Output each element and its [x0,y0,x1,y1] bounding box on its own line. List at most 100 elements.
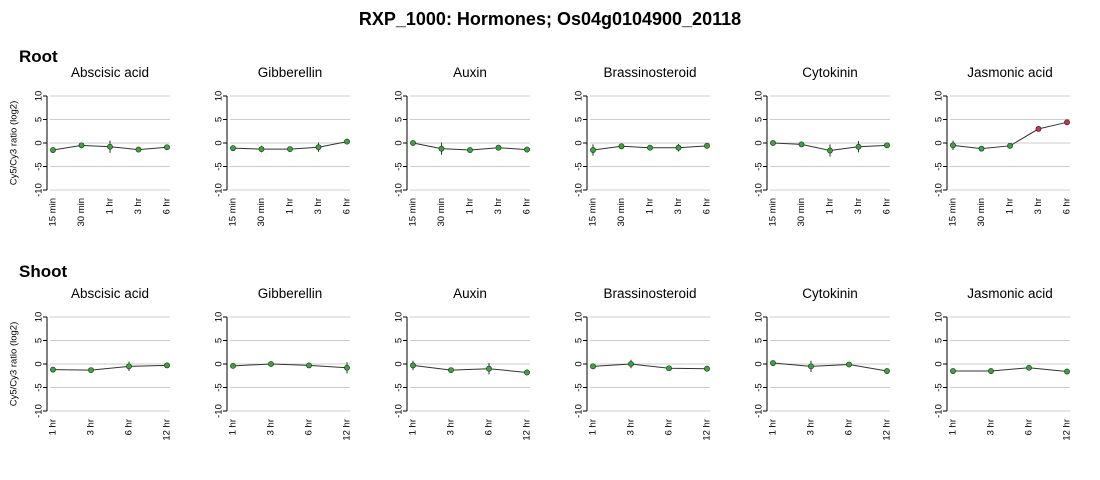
panel-root-2-y-tick-label: 0 [214,140,225,145]
panel-shoot-6-y-tick-label: 5 [934,338,945,343]
panel-root-6-data-point [950,142,956,149]
panel-root-1-data-point [107,143,113,150]
panel-shoot-5-data-point [846,361,852,368]
panel-shoot-3-y-tick-label: -10 [394,404,405,418]
panel-root-1-title: Abscisic acid [71,65,149,80]
panel-root-6-title: Jasmonic acid [967,65,1053,80]
panel-shoot-1-data-point [50,366,56,373]
panel-root-1-y-tick-label: 5 [34,117,45,122]
panel-root-4-y-tick-label: -10 [574,183,585,197]
panel-root-5-y-tick-label: 10 [754,91,765,102]
panel-root-5-x-tick-label: 15 min [768,198,779,227]
panel-root-2-x-tick-label: 6 hr [342,198,353,214]
panel-shoot-6-series-line [953,367,1068,373]
panel-shoot-3-data-point [410,362,416,369]
panel-shoot-3-y-tick-label: -5 [394,383,405,391]
panel-shoot-3-x-tick-label: 3 hr [446,419,457,435]
panel-root-2-y-tick-label: -5 [214,162,225,170]
panel-root-4-x-tick-label: 6 hr [702,198,713,214]
panel-root-5-x-tick-label: 30 min [796,198,807,227]
panel-shoot-4-y-tick-label: 10 [574,312,585,323]
panel-root-3-x-tick-label: 6 hr [522,198,533,214]
panel-root-1-data-point [135,146,142,153]
panel-shoot-1-y-tick-label: -10 [34,404,45,418]
panel-shoot-2-y-tick-label: -5 [214,383,225,391]
panel-root-6-y-tick-label: 0 [934,140,945,145]
panel-root-6-y-tick-label: -10 [934,183,945,197]
panel-root-2-data-point [315,144,322,151]
panel-root-3-y-tick-label: 5 [394,117,405,122]
panel-shoot-5-y-tick-label: 0 [754,361,765,366]
panel-shoot-6-data-point [988,368,994,374]
panel-root-5-data-point [855,143,862,150]
panel-root-5-y-tick-label: 5 [754,117,765,122]
panel-shoot-6-y-tick-label: -10 [934,404,945,418]
panel-root-3-x-tick-label: 3 hr [493,198,504,214]
panel-shoot-5-data-point [808,363,814,370]
panel-root-4-x-tick-label: 30 min [616,198,627,227]
panel-shoot-2-x-tick-label: 3 hr [266,419,277,435]
panel-shoot-1-y-tick-label: -5 [34,383,45,391]
panel-root-6-x-tick-label: 15 min [948,198,959,227]
panel-root-2-data-point [230,145,236,152]
panel-root-5-y-tick-label: -5 [754,162,765,170]
panel-shoot-3-data-point [448,367,454,374]
panel-shoot-4-x-tick-label: 6 hr [664,419,675,435]
panel-shoot-2-series-line [232,363,348,369]
panel-shoot-4-title: Brassinosteroid [603,286,696,301]
panel-shoot-2-y-tick-label: -10 [214,404,225,418]
panel-shoot-6-y-tick-label: -5 [934,383,945,391]
panel-root-3-y-tick-label: 0 [394,140,405,145]
panel-root-1-y-tick-label: -10 [34,183,45,197]
panel-root-5-title: Cytokinin [802,65,858,80]
panel-root-2-y-tick-label: 5 [214,117,225,122]
panel-shoot-5-y-tick-label: -10 [754,404,765,418]
panel-root-4-x-tick-label: 3 hr [673,198,684,214]
panel-shoot-3-data-point [524,369,530,376]
panel-shoot-5-y-tick-label: 10 [754,312,765,323]
panel-root-2-data-point [258,146,265,153]
section-label-root: Root [19,47,58,66]
panel-shoot-3-series-line [412,364,528,373]
panel-shoot-5-y-tick-label: -5 [754,383,765,391]
panel-root-3-x-tick-label: 15 min [408,198,419,227]
panel-root-1-y-tick-label: -5 [34,162,45,170]
panel-shoot-2-y-tick-label: 0 [214,361,225,366]
panel-shoot-2-x-tick-label: 6 hr [304,419,315,435]
panel-shoot-5-title: Cytokinin [802,286,858,301]
panel-shoot-1-data-point [88,367,94,374]
panel-shoot-3-title: Auxin [453,286,487,301]
panel-shoot-2-data-point [268,361,274,367]
panel-root-6-y-tick-label: 5 [934,117,945,122]
panel-root-5-data-point [884,142,890,149]
panel-shoot-4-data-point [666,365,672,372]
panel-shoot-4-series-line [592,363,708,370]
panel-root-1-x-tick-label: 30 min [76,198,87,227]
panel-root-2-data-point [344,138,350,145]
section-label-shoot: Shoot [19,262,68,281]
panel-root-3-x-tick-label: 30 min [436,198,447,227]
panel-shoot-1-x-tick-label: 1 hr [48,419,59,435]
panel-shoot-4-data-point [628,361,634,367]
panel-root-4-data-point [675,144,682,151]
panel-shoot-2-y-tick-label: 5 [214,338,225,343]
panel-shoot-4-data-point [704,365,710,372]
panel-root-6-x-tick-label: 3 hr [1033,198,1044,214]
panel-root-6-y-tick-label: -5 [934,162,945,170]
panel-shoot-1-x-tick-label: 6 hr [124,419,135,435]
panel-root-6-data-point [1064,119,1070,126]
panel-shoot-5-series-line [772,362,888,372]
panel-shoot-1-title: Abscisic acid [71,286,149,301]
panel-shoot-3-y-tick-label: 10 [394,312,405,323]
panel-shoot-6-data-point [1026,364,1032,371]
panel-root-4-data-point [647,144,653,151]
panel-shoot-5-x-tick-label: 3 hr [806,419,817,435]
panel-root-4-y-tick-label: 5 [574,117,585,122]
panel-shoot-6-y-tick-label: 0 [934,361,945,366]
panel-root-4-y-tick-label: 10 [574,91,585,102]
panel-root-1-x-tick-label: 6 hr [162,198,173,214]
panel-root-1-data-point [164,144,170,151]
panel-root-1-x-tick-label: 1 hr [105,198,116,214]
panel-root-6-x-tick-label: 6 hr [1062,198,1073,214]
panel-shoot-6-data-point [950,368,956,374]
